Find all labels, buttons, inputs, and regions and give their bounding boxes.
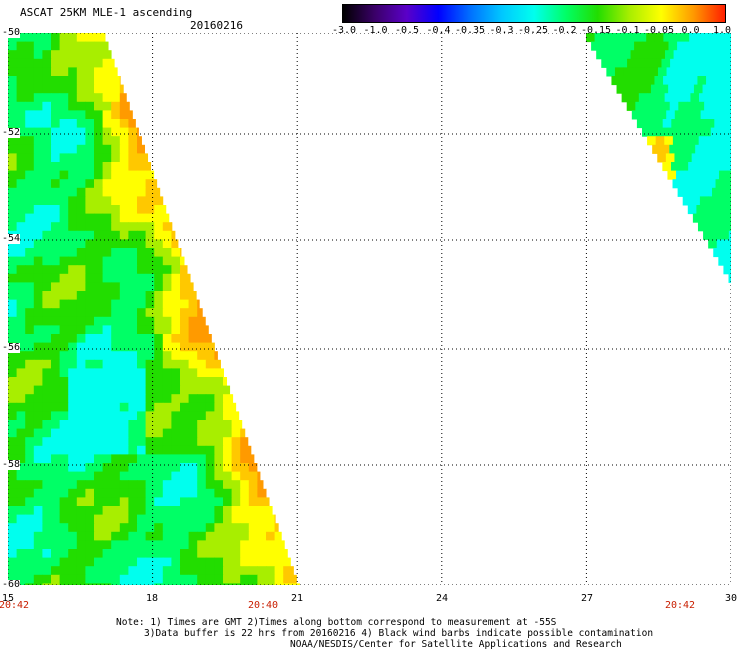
colorbar-label: -0.05 (643, 25, 675, 36)
chart-title: ASCAT 25KM MLE-1 ascending (20, 6, 193, 19)
time-label-middle: 20:40 (247, 600, 279, 611)
colorbar-label: 1.0 (712, 25, 732, 36)
colorbar-label: -0.1 (615, 25, 640, 36)
date-label: 20160216 (190, 19, 243, 32)
x-label-30: 30 (724, 593, 738, 604)
colorbar-label: -1.0 (363, 25, 388, 36)
x-label-21: 21 (290, 593, 304, 604)
colorbar-label: -0.35 (454, 25, 486, 36)
y-label-58: -58 (2, 459, 21, 470)
colorbar-label: -0.5 (394, 25, 420, 36)
y-label-56: -56 (2, 342, 21, 353)
colorbar-label: 0.0 (681, 25, 700, 36)
x-label-24: 24 (435, 593, 449, 604)
x-label-18: 18 (145, 593, 159, 604)
y-label-50: -50 (2, 27, 21, 38)
x-label-15: 15 (1, 593, 15, 604)
y-label-60: -60 (2, 579, 21, 590)
swath-cells (8, 33, 731, 585)
time-label-right: 20:42 (664, 600, 696, 611)
colorbar-label: -0.2 (552, 25, 577, 36)
y-label-54: -54 (2, 233, 21, 244)
y-label-52: -52 (2, 127, 21, 138)
note-line-1: Note: 1) Times are GMT 2)Times along bot… (116, 617, 557, 628)
colorbar-label: -0.3 (489, 25, 514, 36)
note-line-2: 3)Data buffer is 22 hrs from 20160216 4)… (144, 628, 654, 639)
x-label-27: 27 (580, 593, 594, 604)
colorbar-label: -3.0 (331, 25, 357, 36)
note-line-3: NOAA/NESDIS/Center for Satellite Applica… (290, 639, 622, 650)
colorbar-label: -0.4 (426, 25, 451, 36)
colorbar-label: -0.15 (580, 25, 612, 36)
colorbar (342, 4, 726, 23)
swath-map (8, 33, 731, 585)
colorbar-label: -0.25 (517, 25, 549, 36)
time-label-left: 20:42 (0, 600, 30, 611)
